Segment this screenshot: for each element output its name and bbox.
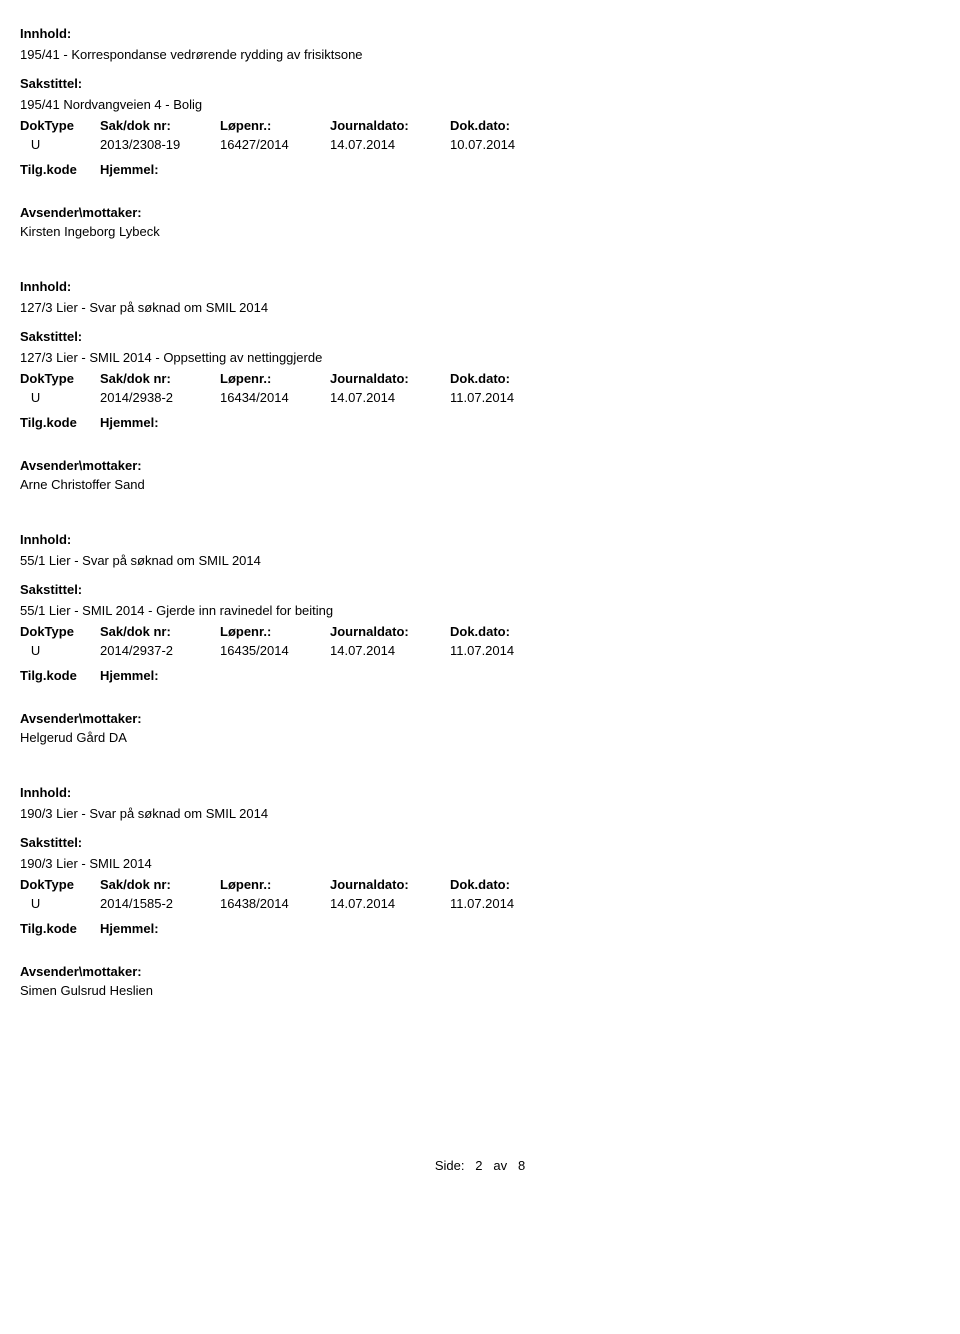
table-row: U 2014/2938-2 16434/2014 14.07.2014 11.0… bbox=[20, 390, 940, 405]
col-doktype: U bbox=[20, 390, 100, 405]
side-label: Side: bbox=[435, 1158, 465, 1173]
col-journaldato-header: Journaldato: bbox=[330, 624, 450, 639]
col-sakdok: 2014/2937-2 bbox=[100, 643, 220, 658]
col-dokdato-header: Dok.dato: bbox=[450, 118, 550, 133]
sakstittel-label: Sakstittel: bbox=[20, 76, 940, 91]
col-sakdok: 2014/2938-2 bbox=[100, 390, 220, 405]
sakstittel-text: 55/1 Lier - SMIL 2014 - Gjerde inn ravin… bbox=[20, 603, 940, 618]
col-journaldato: 14.07.2014 bbox=[330, 896, 450, 911]
col-doktype-header: DokType bbox=[20, 877, 100, 892]
table-row: U 2014/1585-2 16438/2014 14.07.2014 11.0… bbox=[20, 896, 940, 911]
innhold-label: Innhold: bbox=[20, 785, 940, 800]
col-doktype-header: DokType bbox=[20, 371, 100, 386]
hjemmel-label: Hjemmel: bbox=[100, 668, 159, 683]
col-dokdato: 11.07.2014 bbox=[450, 390, 550, 405]
col-sakdok-header: Sak/dok nr: bbox=[100, 371, 220, 386]
col-lopenr-header: Løpenr.: bbox=[220, 624, 330, 639]
table-header: DokType Sak/dok nr: Løpenr.: Journaldato… bbox=[20, 624, 940, 639]
record: Innhold: 127/3 Lier - Svar på søknad om … bbox=[20, 279, 940, 492]
table-row: U 2013/2308-19 16427/2014 14.07.2014 10.… bbox=[20, 137, 940, 152]
col-lopenr-header: Løpenr.: bbox=[220, 371, 330, 386]
col-dokdato-header: Dok.dato: bbox=[450, 877, 550, 892]
col-doktype: U bbox=[20, 643, 100, 658]
avsender-label: Avsender\mottaker: bbox=[20, 205, 940, 220]
col-lopenr: 16435/2014 bbox=[220, 643, 330, 658]
col-sakdok-header: Sak/dok nr: bbox=[100, 877, 220, 892]
table-header: DokType Sak/dok nr: Løpenr.: Journaldato… bbox=[20, 877, 940, 892]
col-lopenr-header: Løpenr.: bbox=[220, 877, 330, 892]
tilgkode-label: Tilg.kode bbox=[20, 162, 100, 177]
hjemmel-label: Hjemmel: bbox=[100, 162, 159, 177]
innhold-label: Innhold: bbox=[20, 279, 940, 294]
avsender-text: Arne Christoffer Sand bbox=[20, 477, 940, 492]
avsender-text: Simen Gulsrud Heslien bbox=[20, 983, 940, 998]
tilg-row: Tilg.kode Hjemmel: bbox=[20, 415, 940, 430]
innhold-text: 55/1 Lier - Svar på søknad om SMIL 2014 bbox=[20, 553, 940, 568]
tilgkode-label: Tilg.kode bbox=[20, 668, 100, 683]
page-total: 8 bbox=[518, 1158, 525, 1173]
avsender-label: Avsender\mottaker: bbox=[20, 964, 940, 979]
tilg-row: Tilg.kode Hjemmel: bbox=[20, 162, 940, 177]
col-lopenr: 16438/2014 bbox=[220, 896, 330, 911]
col-dokdato: 10.07.2014 bbox=[450, 137, 550, 152]
table-header: DokType Sak/dok nr: Løpenr.: Journaldato… bbox=[20, 371, 940, 386]
innhold-text: 195/41 - Korrespondanse vedrørende ryddi… bbox=[20, 47, 940, 62]
table-header: DokType Sak/dok nr: Løpenr.: Journaldato… bbox=[20, 118, 940, 133]
col-sakdok-header: Sak/dok nr: bbox=[100, 118, 220, 133]
page-av: av bbox=[493, 1158, 507, 1173]
innhold-label: Innhold: bbox=[20, 532, 940, 547]
avsender-label: Avsender\mottaker: bbox=[20, 458, 940, 473]
innhold-label: Innhold: bbox=[20, 26, 940, 41]
col-dokdato: 11.07.2014 bbox=[450, 896, 550, 911]
col-journaldato: 14.07.2014 bbox=[330, 137, 450, 152]
tilg-row: Tilg.kode Hjemmel: bbox=[20, 668, 940, 683]
sakstittel-label: Sakstittel: bbox=[20, 835, 940, 850]
col-lopenr: 16434/2014 bbox=[220, 390, 330, 405]
col-sakdok: 2013/2308-19 bbox=[100, 137, 220, 152]
col-journaldato-header: Journaldato: bbox=[330, 118, 450, 133]
col-doktype: U bbox=[20, 896, 100, 911]
record: Innhold: 55/1 Lier - Svar på søknad om S… bbox=[20, 532, 940, 745]
avsender-text: Helgerud Gård DA bbox=[20, 730, 940, 745]
col-journaldato: 14.07.2014 bbox=[330, 390, 450, 405]
page-footer: Side: 2 av 8 bbox=[20, 1158, 940, 1173]
avsender-label: Avsender\mottaker: bbox=[20, 711, 940, 726]
sakstittel-text: 127/3 Lier - SMIL 2014 - Oppsetting av n… bbox=[20, 350, 940, 365]
sakstittel-text: 190/3 Lier - SMIL 2014 bbox=[20, 856, 940, 871]
col-sakdok-header: Sak/dok nr: bbox=[100, 624, 220, 639]
hjemmel-label: Hjemmel: bbox=[100, 415, 159, 430]
col-lopenr-header: Løpenr.: bbox=[220, 118, 330, 133]
col-journaldato-header: Journaldato: bbox=[330, 371, 450, 386]
col-sakdok: 2014/1585-2 bbox=[100, 896, 220, 911]
table-row: U 2014/2937-2 16435/2014 14.07.2014 11.0… bbox=[20, 643, 940, 658]
record: Innhold: 195/41 - Korrespondanse vedrøre… bbox=[20, 26, 940, 239]
col-doktype-header: DokType bbox=[20, 118, 100, 133]
sakstittel-label: Sakstittel: bbox=[20, 329, 940, 344]
records-container: Innhold: 195/41 - Korrespondanse vedrøre… bbox=[20, 26, 940, 998]
page-current: 2 bbox=[475, 1158, 482, 1173]
hjemmel-label: Hjemmel: bbox=[100, 921, 159, 936]
col-doktype-header: DokType bbox=[20, 624, 100, 639]
innhold-text: 127/3 Lier - Svar på søknad om SMIL 2014 bbox=[20, 300, 940, 315]
col-dokdato-header: Dok.dato: bbox=[450, 371, 550, 386]
col-journaldato-header: Journaldato: bbox=[330, 877, 450, 892]
col-journaldato: 14.07.2014 bbox=[330, 643, 450, 658]
col-lopenr: 16427/2014 bbox=[220, 137, 330, 152]
innhold-text: 190/3 Lier - Svar på søknad om SMIL 2014 bbox=[20, 806, 940, 821]
sakstittel-label: Sakstittel: bbox=[20, 582, 940, 597]
avsender-text: Kirsten Ingeborg Lybeck bbox=[20, 224, 940, 239]
record: Innhold: 190/3 Lier - Svar på søknad om … bbox=[20, 785, 940, 998]
tilgkode-label: Tilg.kode bbox=[20, 415, 100, 430]
tilgkode-label: Tilg.kode bbox=[20, 921, 100, 936]
sakstittel-text: 195/41 Nordvangveien 4 - Bolig bbox=[20, 97, 940, 112]
col-doktype: U bbox=[20, 137, 100, 152]
tilg-row: Tilg.kode Hjemmel: bbox=[20, 921, 940, 936]
col-dokdato: 11.07.2014 bbox=[450, 643, 550, 658]
col-dokdato-header: Dok.dato: bbox=[450, 624, 550, 639]
